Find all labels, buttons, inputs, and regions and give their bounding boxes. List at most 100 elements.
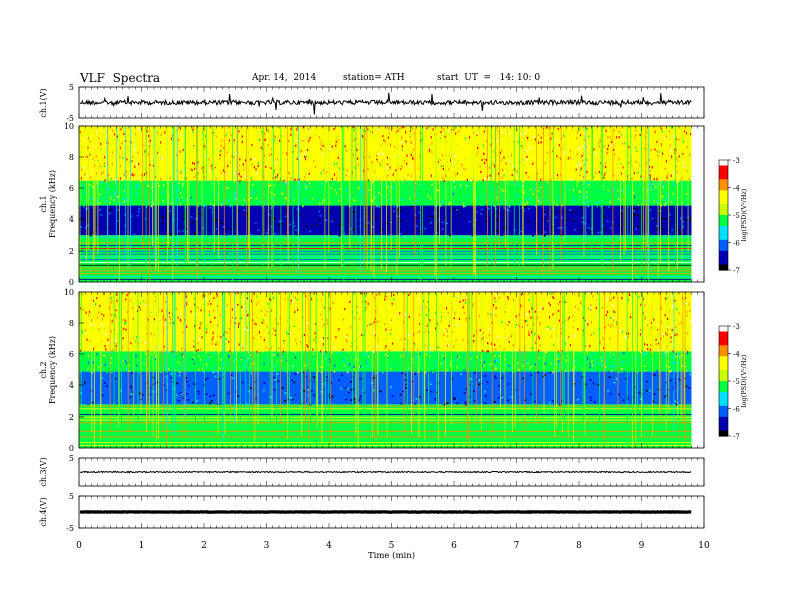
spectro-cell bbox=[161, 222, 164, 225]
spectro-cell bbox=[650, 183, 652, 186]
spectro-cell bbox=[268, 153, 270, 157]
spectro-cell bbox=[89, 175, 92, 178]
spectro-cell bbox=[413, 342, 415, 345]
spectro-cell bbox=[574, 228, 577, 231]
spectro-cell bbox=[126, 294, 128, 297]
spectro-cell bbox=[549, 327, 551, 330]
spectro-cell bbox=[268, 348, 270, 351]
spectro-cell bbox=[570, 326, 573, 330]
spectro-cell bbox=[686, 352, 689, 355]
spectro-cell bbox=[429, 346, 431, 349]
spectro-cell bbox=[488, 333, 490, 337]
spectro-cell bbox=[595, 299, 597, 302]
spectro-cell bbox=[311, 336, 313, 339]
spectro-cell bbox=[264, 132, 266, 135]
spectro-cell bbox=[230, 219, 233, 222]
spectro-cell bbox=[79, 130, 82, 133]
spectro-cell bbox=[455, 323, 457, 326]
spectro-cell bbox=[439, 137, 441, 140]
spectro-cell bbox=[538, 212, 541, 215]
spectro-cell bbox=[413, 343, 415, 347]
spectro-cell bbox=[395, 130, 397, 134]
spectro-cell bbox=[186, 294, 188, 297]
spectro-cell bbox=[110, 297, 113, 300]
spectro-cell bbox=[170, 137, 173, 140]
spectro-cell bbox=[176, 394, 179, 397]
spectro-cell bbox=[393, 336, 395, 340]
spectro-cell bbox=[453, 208, 456, 210]
spectro-cell bbox=[564, 316, 566, 319]
spectro-cell bbox=[671, 300, 673, 303]
spectro-cell bbox=[555, 315, 557, 318]
spectro-cell bbox=[634, 355, 636, 357]
spectro-cell bbox=[353, 129, 355, 132]
spectro-cell bbox=[164, 201, 166, 204]
spectro-cell bbox=[135, 355, 137, 358]
spectro-cell bbox=[592, 352, 594, 355]
spectro-cell bbox=[509, 322, 511, 325]
ch1-spectrogram-ylabel: Frequency (kHz) bbox=[48, 170, 57, 238]
spectro-cell bbox=[98, 202, 101, 205]
spectro-cell bbox=[233, 172, 235, 175]
spectro-cell bbox=[526, 198, 528, 201]
spectro-cell bbox=[432, 371, 434, 374]
spectro-cell bbox=[135, 221, 138, 224]
spectro-cell bbox=[379, 169, 381, 172]
spectro-cell bbox=[132, 149, 134, 152]
spectro-cell bbox=[484, 402, 487, 405]
spectro-cell bbox=[256, 362, 259, 365]
spectro-cell bbox=[141, 174, 143, 177]
spectro-cell bbox=[456, 355, 459, 358]
spectro-cell bbox=[565, 301, 567, 304]
spectro-cell bbox=[524, 203, 526, 206]
spectro-cell bbox=[390, 230, 393, 232]
spectro-cell bbox=[553, 146, 555, 149]
colorbar-cell bbox=[719, 237, 728, 241]
spectro-cell bbox=[536, 181, 538, 184]
colorbar-cell bbox=[719, 212, 728, 216]
spectro-cell bbox=[521, 133, 523, 136]
spectro-cell bbox=[516, 345, 518, 348]
spectro-cell bbox=[270, 191, 273, 194]
spectro-cell bbox=[492, 324, 494, 327]
spectro-cell bbox=[582, 216, 585, 219]
spectro-cell bbox=[580, 169, 582, 172]
spectro-cell bbox=[555, 139, 557, 142]
spectro-cell bbox=[545, 174, 547, 177]
spectro-cell bbox=[647, 343, 650, 346]
spectro-cell bbox=[544, 231, 547, 233]
spectro-cell bbox=[147, 349, 150, 353]
spectro-cell bbox=[485, 220, 488, 223]
spectro-cell bbox=[508, 384, 511, 386]
spectro-cell bbox=[539, 201, 541, 204]
spectro-cell bbox=[237, 292, 239, 295]
spectro-cell bbox=[390, 308, 392, 311]
sferic-streak bbox=[642, 126, 644, 251]
spectro-cell bbox=[550, 362, 552, 365]
spectro-cell bbox=[101, 318, 104, 321]
spectro-cell bbox=[671, 362, 674, 364]
spectro-cell bbox=[256, 303, 258, 306]
spectro-cell bbox=[350, 198, 352, 201]
spectro-cell bbox=[141, 316, 143, 319]
spectro-cell bbox=[488, 327, 490, 330]
spectro-cell bbox=[666, 322, 668, 325]
spectro-cell bbox=[253, 190, 255, 193]
spectro-cell bbox=[98, 338, 100, 341]
spectro-cell bbox=[430, 174, 433, 177]
spectro-cell bbox=[372, 377, 375, 379]
spectro-cell bbox=[476, 180, 478, 183]
spectro-cell bbox=[365, 343, 367, 347]
spectro-cell bbox=[418, 322, 421, 325]
spectro-cell bbox=[454, 312, 456, 315]
colorbar-cell bbox=[719, 231, 728, 235]
spectro-cell bbox=[288, 196, 290, 199]
spectro-cell bbox=[425, 306, 427, 309]
spectro-cell bbox=[395, 169, 397, 172]
spectro-cell bbox=[405, 383, 408, 386]
spectro-cell bbox=[182, 323, 184, 326]
spectro-cell bbox=[494, 343, 496, 346]
spectro-cell bbox=[197, 390, 200, 393]
spectro-cell bbox=[280, 324, 282, 327]
spectro-cell bbox=[600, 356, 602, 359]
